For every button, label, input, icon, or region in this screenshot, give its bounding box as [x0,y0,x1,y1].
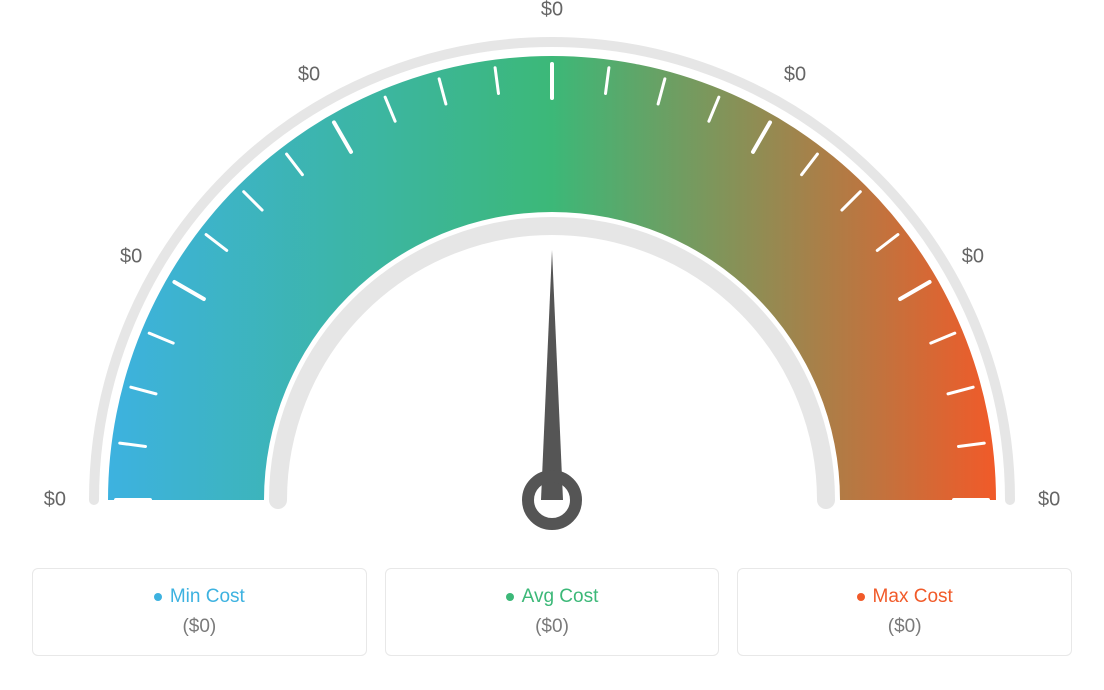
gauge-tick-label: $0 [784,63,806,85]
legend-row: Min Cost ($0) Avg Cost ($0) Max Cost ($0) [0,568,1104,656]
legend-value: ($0) [888,616,922,638]
legend-dot-icon [154,593,162,601]
legend-label-row: Max Cost [857,586,953,608]
gauge-container: $0$0$0$0$0$0$0 Min Cost($0)Avg Cost($0)M… [0,0,1104,690]
gauge-tick-label: $0 [962,245,984,267]
legend-card: Min Cost ($0) [32,568,367,656]
legend-value: ($0) [535,616,569,638]
gauge-needle [541,250,563,500]
gauge-tick-label: $0 [44,488,66,510]
legend-label: Avg Cost [522,586,599,608]
legend-card: Max Cost ($0) [737,568,1072,656]
legend-label: Max Cost [873,586,953,608]
legend-label-row: Avg Cost [506,586,599,608]
gauge-tick-label: $0 [120,245,142,267]
gauge-tick-label: $0 [541,0,563,20]
legend-value: ($0) [182,616,216,638]
gauge-tick-label: $0 [298,63,320,85]
legend-label-row: Min Cost [154,586,245,608]
legend-dot-icon [857,593,865,601]
legend-label: Min Cost [170,586,245,608]
legend-card: Avg Cost ($0) [385,568,720,656]
gauge-tick-label: $0 [1038,488,1060,510]
legend-dot-icon [506,593,514,601]
